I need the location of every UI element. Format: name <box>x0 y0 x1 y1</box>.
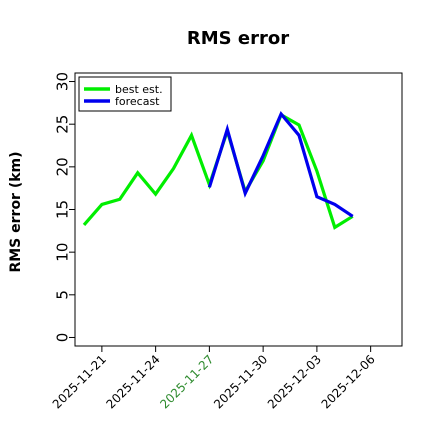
legend-label: forecast <box>115 95 160 108</box>
x-tick-label: 2025-12-06 <box>319 352 378 411</box>
legend-label: best est. <box>115 83 163 96</box>
y-axis-label: RMS error (km) <box>8 151 24 272</box>
x-tick-label: 2025-11-30 <box>211 352 270 411</box>
x-tick-label: 2025-11-21 <box>50 352 109 411</box>
x-tick-label: 2025-11-27 <box>157 352 216 411</box>
legend-box <box>78 76 172 112</box>
series-line <box>82 112 354 230</box>
y-tick-label: 20 <box>53 157 71 176</box>
x-tick-label: 2025-12-03 <box>265 352 324 411</box>
y-tick-label: 10 <box>53 243 71 262</box>
y-axis: 0 5 10 15 20 25 30 <box>53 72 75 342</box>
x-tick-label: 2025-11-24 <box>104 352 163 411</box>
legend: best est.forecast <box>78 76 172 112</box>
y-tick-label: 15 <box>53 200 71 219</box>
x-axis: 2025-11-212025-11-242025-11-272025-11-30… <box>50 346 378 411</box>
plot-lines <box>82 110 354 230</box>
chart-title: RMS error <box>187 28 289 49</box>
series-line <box>207 110 354 218</box>
plot-frame <box>74 72 403 347</box>
y-tick-label: 0 <box>53 333 71 343</box>
y-tick-label: 30 <box>53 72 71 91</box>
y-tick-label: 25 <box>53 115 71 134</box>
y-tick-label: 5 <box>53 290 71 300</box>
